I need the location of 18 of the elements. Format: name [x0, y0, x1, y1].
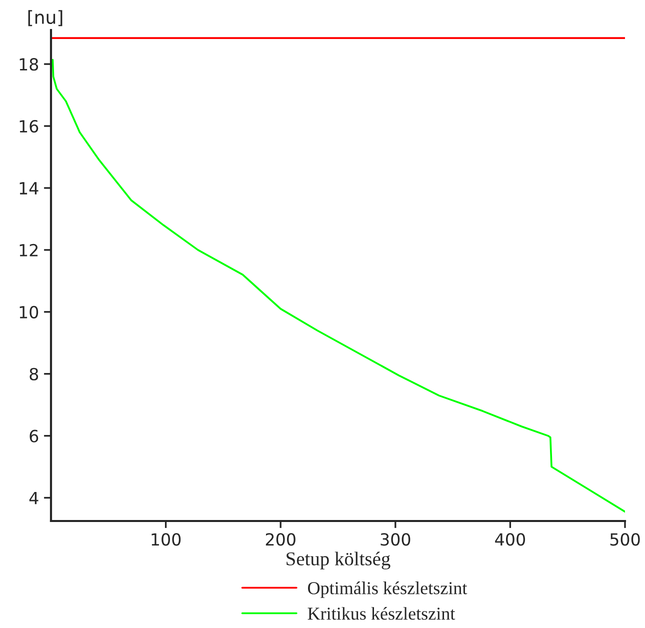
y-tick-label: 4 — [29, 492, 38, 504]
legend-label: Kritikus készletszint — [308, 607, 456, 620]
x-tick-label: 400 — [495, 533, 525, 546]
y-tick-label: 14 — [20, 182, 38, 194]
x-tick-label: 200 — [266, 533, 296, 546]
y-tick-label: 12 — [20, 244, 38, 256]
x-tick-label: 100 — [152, 533, 181, 546]
x-tick-label: 500 — [610, 533, 640, 546]
y-tick-label: 6 — [30, 430, 38, 442]
y-tick-label: 18 — [20, 58, 38, 71]
x-tick-label: 300 — [380, 533, 410, 546]
line-series — [52, 58, 625, 513]
x-axis-title: Setup költség — [286, 552, 390, 570]
y-tick-label: 8 — [30, 368, 38, 380]
y-axis-title: [nu] — [28, 10, 62, 26]
legend-label: Optimális készletszint — [308, 582, 468, 598]
y-tick-label: 10 — [20, 306, 38, 318]
y-tick-label: 16 — [20, 120, 38, 133]
